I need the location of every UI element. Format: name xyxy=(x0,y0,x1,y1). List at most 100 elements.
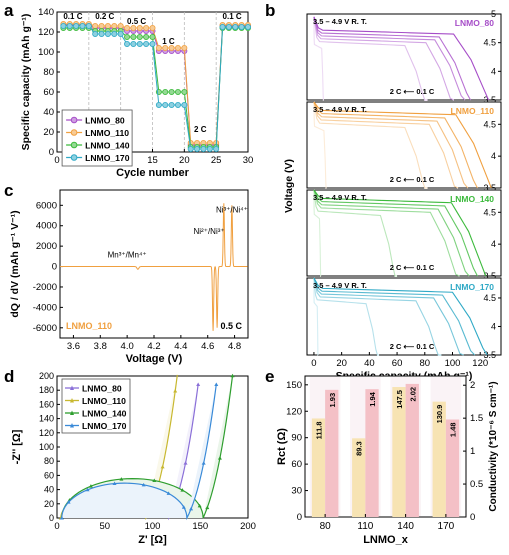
data-point xyxy=(124,41,131,48)
y-tick-label: 80 xyxy=(44,456,54,466)
data-marker xyxy=(201,461,206,465)
data-point xyxy=(168,45,175,52)
y-tick-label: 20 xyxy=(43,127,54,138)
y-tick-label: 30 xyxy=(291,486,302,497)
discharge-curve xyxy=(313,277,476,356)
y2-tick-label: 0.5 xyxy=(470,479,483,490)
data-marker xyxy=(214,382,219,386)
x-tick-label: 3.6 xyxy=(67,341,80,352)
data-point xyxy=(98,22,105,29)
annotation: Ni³⁺/Ni⁴⁺ xyxy=(216,205,248,214)
x-tick-label: 80 xyxy=(320,521,332,532)
x-tick-label: 80 xyxy=(419,358,430,369)
data-marker xyxy=(88,484,93,488)
y-tick-label: 120 xyxy=(38,27,54,38)
y2-tick-label: 2 xyxy=(470,380,475,391)
y-tick-label: 60 xyxy=(44,470,54,480)
data-marker xyxy=(66,500,71,504)
legend-marker xyxy=(70,116,78,124)
x-tick-label: 50 xyxy=(99,521,110,532)
annotation: Ni²⁺/Ni³⁺ xyxy=(194,227,225,236)
discharge-curve xyxy=(313,16,466,101)
discharge-curve xyxy=(313,101,492,189)
rate-note: 2 C ⟵ 0.1 C xyxy=(390,87,435,96)
condition-label: 3.5 – 4.9 V R. T. xyxy=(313,105,367,114)
panel-b: 3.5 4 4.5 5 3.5 – 4.9 V R. T. LNMO_80 2 C ⟵ 0.… xyxy=(283,9,502,382)
legend-label: LNMO_170 xyxy=(82,421,127,431)
data-marker xyxy=(197,503,202,508)
rate-label: 0.5 C xyxy=(220,321,242,331)
y-tick-label: 0 xyxy=(49,147,54,158)
legend-label: LNMO_140 xyxy=(82,409,127,419)
conductivity-value-label: 1.93 xyxy=(328,393,337,408)
legend-label: LNMO_80 xyxy=(82,384,122,394)
y-tick-label: 3.5 xyxy=(483,183,496,193)
data-point xyxy=(225,23,232,30)
legend-label: LNMO_80 xyxy=(85,116,125,126)
legend-label: LNMO_110 xyxy=(82,396,126,406)
data-point xyxy=(162,45,169,52)
y-axis-label: Rct (Ω) xyxy=(276,428,288,465)
data-point xyxy=(232,23,239,30)
rate-note: 2 C ⟵ 0.1 C xyxy=(390,175,435,184)
conductivity-bar xyxy=(365,389,379,517)
sample-label: LNMO_80 xyxy=(455,18,494,28)
legend-marker xyxy=(70,423,74,428)
rate-note: 2 C ⟵ 0.1 C xyxy=(390,342,435,351)
y-axis-label: Voltage (V) xyxy=(283,159,295,213)
rate-label: 0.1 C xyxy=(223,12,242,21)
x-tick-label: 4.2 xyxy=(147,341,160,352)
conductivity-bar xyxy=(325,389,339,517)
y-tick-label: -2000 xyxy=(33,282,57,293)
legend-marker xyxy=(70,141,78,149)
data-point xyxy=(181,102,188,109)
panel-d: 0 50 100 150 200 0 20 40 60 80 100 120 140 160 180 200 L… xyxy=(11,371,256,546)
conductivity-bar xyxy=(405,383,419,517)
y-tick-label: 90 xyxy=(291,433,302,444)
y2-tick-label: 0 xyxy=(470,512,475,523)
data-point xyxy=(124,34,131,41)
discharge-curve xyxy=(313,277,464,356)
data-point xyxy=(162,89,169,96)
data-marker xyxy=(119,477,124,481)
data-point xyxy=(213,145,220,152)
sample-label: LNMO_110 xyxy=(451,106,495,116)
data-marker xyxy=(230,373,235,378)
x-tick-label: 0 xyxy=(54,155,59,166)
panel-a: 051015202530020406080100120140Cycle numb… xyxy=(20,7,253,179)
data-point xyxy=(244,23,251,30)
data-marker xyxy=(180,488,185,492)
x-tick-label: 25 xyxy=(211,155,222,166)
data-point xyxy=(136,24,143,31)
x-tick-label: 30 xyxy=(243,155,254,166)
y-tick-label: 4.5 xyxy=(483,293,496,303)
x-tick-label: 4.8 xyxy=(228,341,241,352)
nyquist-curve xyxy=(61,375,234,519)
data-point xyxy=(162,102,169,109)
y-axis-label: -Z'' [Ω] xyxy=(11,429,23,464)
data-point xyxy=(130,24,137,31)
x-tick-label: 100 xyxy=(445,358,461,369)
data-point xyxy=(174,89,181,96)
y-tick-label: 160 xyxy=(39,399,54,409)
discharge-curve xyxy=(313,101,428,189)
rct-value-label: 130.9 xyxy=(435,405,444,424)
y2-tick-label: 1.5 xyxy=(470,413,483,424)
data-point xyxy=(168,89,175,96)
panel-letter: e xyxy=(265,367,274,386)
discharge-curve xyxy=(313,189,487,277)
y-tick-label: 4.5 xyxy=(483,119,496,129)
legend-marker xyxy=(70,129,78,136)
x-tick-label: 0 xyxy=(54,521,59,532)
rct-bar xyxy=(352,438,366,517)
y-tick-label: 150 xyxy=(286,380,302,391)
y-tick-label: 0 xyxy=(49,513,54,523)
data-marker xyxy=(196,382,201,386)
x-tick-label: 120 xyxy=(472,358,488,369)
data-point xyxy=(155,45,162,52)
y-axis-label: Specific capacity (mAh g⁻¹) xyxy=(20,14,32,151)
data-point xyxy=(206,145,213,152)
data-point xyxy=(136,41,143,48)
rct-value-label: 111.8 xyxy=(314,421,323,439)
rate-label: 1 C xyxy=(162,37,175,46)
